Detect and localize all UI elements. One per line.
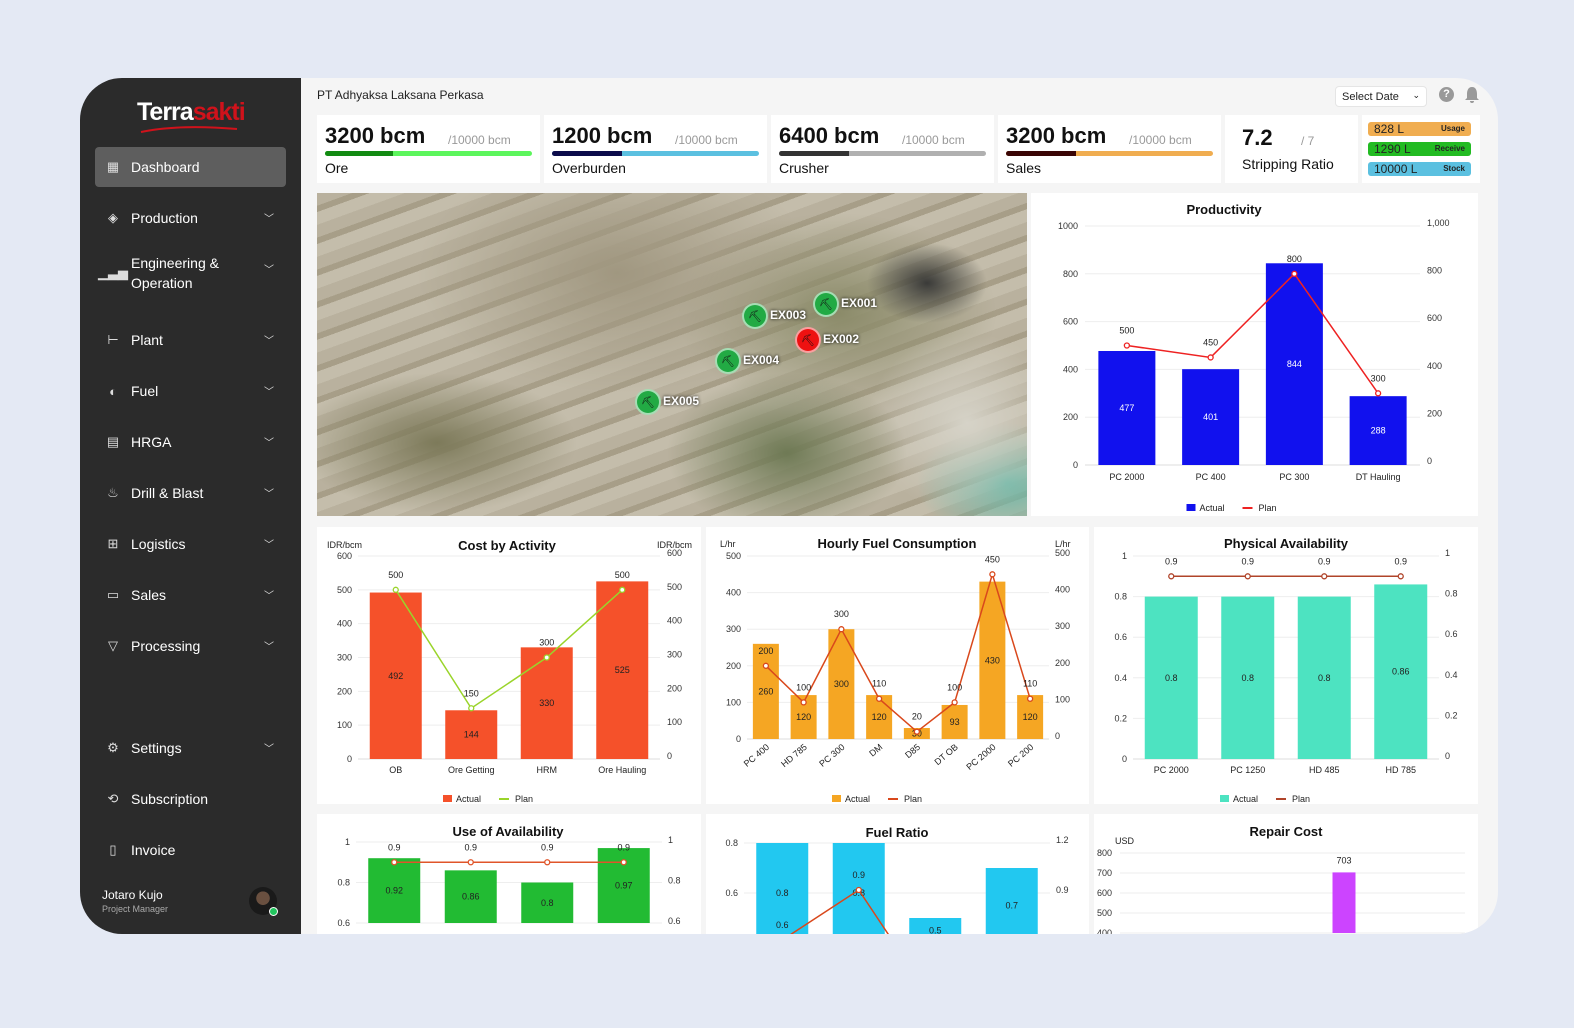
fuel-badge-receive: 1290 L Receive [1368,142,1471,156]
excavator-label: EX005 [663,394,700,408]
sidebar-item-hrga[interactable]: ▤ HRGA ﹀ [95,422,286,462]
sidebar-item-sales[interactable]: ▭ Sales ﹀ [95,575,286,615]
productivity-panel [1031,193,1478,516]
user-name: Jotaro Kujo [102,888,163,902]
kpi-card-crusher: 6400 bcm/10000 bcm Crusher [771,115,994,183]
grid-icon: ▦ [106,159,120,174]
company-name: PT Adhyaksa Laksana Perkasa [317,88,484,102]
excavator-marker[interactable]: ⛏ [795,327,821,353]
chevron-down-icon: ⌄ [1412,90,1420,100]
sidebar-item-fuel[interactable]: ◐ Fuel ﹀ [95,371,286,411]
card-icon: ▭ [106,587,120,602]
excavator-label: EX004 [743,353,780,367]
repair-cost-panel [1094,814,1478,934]
excavator-label: EX001 [841,296,878,310]
cost-by-activity-panel [317,527,701,804]
sidebar-item-subscription[interactable]: ⟲ Subscription [95,779,286,819]
layers-icon: ◈ [108,210,118,225]
excavator-icon: ⛏ [748,310,762,323]
id-card-icon: ▤ [106,434,120,449]
kpi-card-overburden: 1200 bcm/10000 bcm Overburden [544,115,767,183]
excavator-marker[interactable]: ⛏ [742,303,768,329]
excavator-icon: ⛏ [801,334,815,347]
hourly-fuel-panel [706,527,1089,804]
use-of-availability-panel [317,814,701,934]
chevron-down-icon: ﹀ [264,336,274,347]
avatar[interactable] [249,887,278,916]
user-role: Project Manager [102,904,169,914]
chevron-down-icon: ﹀ [264,540,274,551]
progress-bar [552,151,759,156]
sidebar-item-label: Processing [131,638,201,654]
chevron-down-icon: ﹀ [264,265,274,276]
excavator-marker[interactable]: ⛏ [813,291,839,317]
fire-icon: ♨ [107,485,119,500]
sidebar-item-label: Plant [131,332,163,348]
sidebar-item-settings[interactable]: ⚙ Settings ﹀ [95,728,286,768]
fuel-ratio-panel [706,814,1089,934]
excavator-icon: ⛏ [819,298,833,311]
bell-icon[interactable] [1464,86,1480,104]
sidebar-item-label: Subscription [131,791,209,807]
sidebar-item-plant[interactable]: ⊢ Plant ﹀ [95,320,286,360]
hierarchy-icon: ⊢ [107,332,119,347]
chevron-down-icon: ﹀ [264,387,274,398]
sidebar-item-label: Dashboard [131,159,200,175]
chevron-down-icon: ﹀ [264,642,274,653]
subscription-icon: ⟲ [107,791,119,806]
document-icon: ▯ [109,842,117,857]
sidebar-item-dashboard[interactable]: ▦ Dashboard [95,147,286,187]
sidebar-item-engineering-operation[interactable]: ▁▃▅ Engineering & Operation ﹀ [95,249,286,297]
chart-icon: ▁▃▅ [98,265,128,280]
sidebar-item-label: Sales [131,587,167,603]
excavator-marker[interactable]: ⛏ [715,348,741,374]
fuel-icon: ◐ [109,383,117,399]
mine-site-map[interactable]: ⛏ EX001 ⛏ EX002 ⛏ EX003 ⛏ EX004 ⛏ EX005 [317,193,1027,516]
fuel-summary-card: 828 L Usage 1290 L Receive 10000 L Stock [1362,115,1480,183]
excavator-label: EX003 [770,308,807,322]
logo-swoosh-icon [140,126,238,133]
progress-bar [779,151,986,156]
sidebar-item-label: Drill & Blast [131,485,204,501]
gear-icon: ⚙ [107,740,119,755]
sidebar [80,78,301,934]
sidebar-item-label: HRGA [131,434,172,450]
logo[interactable]: Terrasakti [137,98,246,133]
excavator-icon: ⛏ [641,396,655,409]
fuel-badge-stock: 10000 L Stock [1368,162,1471,176]
online-status-dot [269,907,278,916]
chevron-down-icon: ﹀ [264,591,274,602]
kpi-card-sales: 3200 bcm/10000 bcm Sales [998,115,1221,183]
excavator-icon: ⛏ [721,355,735,368]
chevron-down-icon: ﹀ [264,438,274,449]
box-icon: ⊞ [107,536,119,551]
chevron-down-icon: ﹀ [264,744,274,755]
sidebar-item-label: Engineering & Operation [131,255,219,291]
filter-icon: ▽ [108,638,118,653]
excavator-label: EX002 [823,332,860,346]
sidebar-item-processing[interactable]: ▽ Processing ﹀ [95,626,286,666]
progress-bar [1006,151,1213,156]
progress-bar [325,151,532,156]
sidebar-item-label: Logistics [131,536,186,552]
sidebar-item-label: Settings [131,740,182,756]
sidebar-item-label: Production [131,210,198,226]
chevron-down-icon: ﹀ [264,489,274,500]
sidebar-item-label: Fuel [131,383,159,399]
sidebar-item-label: Invoice [131,842,176,858]
kpi-card-ore: 3200 bcm/10000 bcm Ore [317,115,540,183]
sidebar-item-invoice[interactable]: ▯ Invoice [95,830,286,870]
stripping-ratio-card: 7.2 / 7 Stripping Ratio [1225,115,1358,183]
sidebar-item-drill-blast[interactable]: ♨ Drill & Blast ﹀ [95,473,286,513]
help-icon[interactable]: ? [1439,87,1454,102]
sidebar-item-logistics[interactable]: ⊞ Logistics ﹀ [95,524,286,564]
sidebar-item-production[interactable]: ◈ Production ﹀ [95,198,286,238]
excavator-marker[interactable]: ⛏ [635,389,661,415]
plan-point[interactable] [780,938,785,943]
fuel-badge-usage: 828 L Usage [1368,122,1471,136]
physical-availability-panel [1094,527,1478,804]
chevron-down-icon: ﹀ [264,214,274,225]
date-select[interactable]: Select Date ⌄ [1335,86,1427,107]
